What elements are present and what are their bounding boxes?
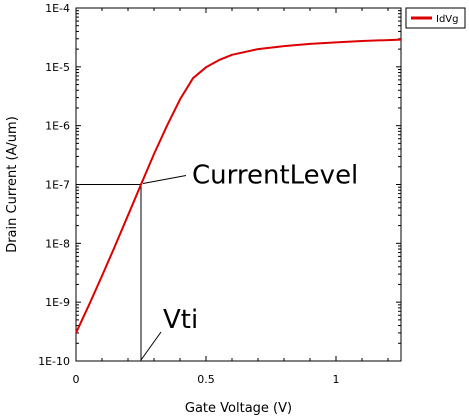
x-axis-title: Gate Voltage (V) xyxy=(185,401,292,416)
series-line-idvg xyxy=(75,38,402,334)
axes-layer: 1E-10 1E-9 1E-8 1E-7 1E-6 1E-5 1E-4 0 0.5 1 Gate V… xyxy=(5,2,402,416)
x-tick-label: 0 xyxy=(73,373,80,386)
y-tick-label: 1E-7 xyxy=(45,179,70,192)
legend-label: IdVg xyxy=(436,14,459,25)
y-tick-label: 1E-6 xyxy=(45,120,70,133)
legend-box xyxy=(405,7,466,29)
x-tick-label: 0.5 xyxy=(197,373,215,386)
legend: IdVg xyxy=(405,7,466,29)
y-tick-label: 1E-9 xyxy=(45,296,70,309)
y-tick-label: 1E-10 xyxy=(38,355,70,368)
guides-layer xyxy=(76,184,142,361)
current-level-leader xyxy=(142,175,187,184)
y-axis-title: Drain Current (A/um) xyxy=(5,116,20,253)
y-tick-label: 1E-5 xyxy=(45,61,70,74)
y-tick-label: 1E-4 xyxy=(45,2,70,15)
y-tick-label: 1E-8 xyxy=(45,237,70,250)
vti-leader xyxy=(140,331,162,361)
series-layer xyxy=(75,38,402,334)
annotation-layer: CurrentLevel Vti xyxy=(140,161,358,361)
vti-label: Vti xyxy=(163,305,198,335)
current-level-label: CurrentLevel xyxy=(192,161,358,191)
x-tick-label: 1 xyxy=(333,373,340,386)
